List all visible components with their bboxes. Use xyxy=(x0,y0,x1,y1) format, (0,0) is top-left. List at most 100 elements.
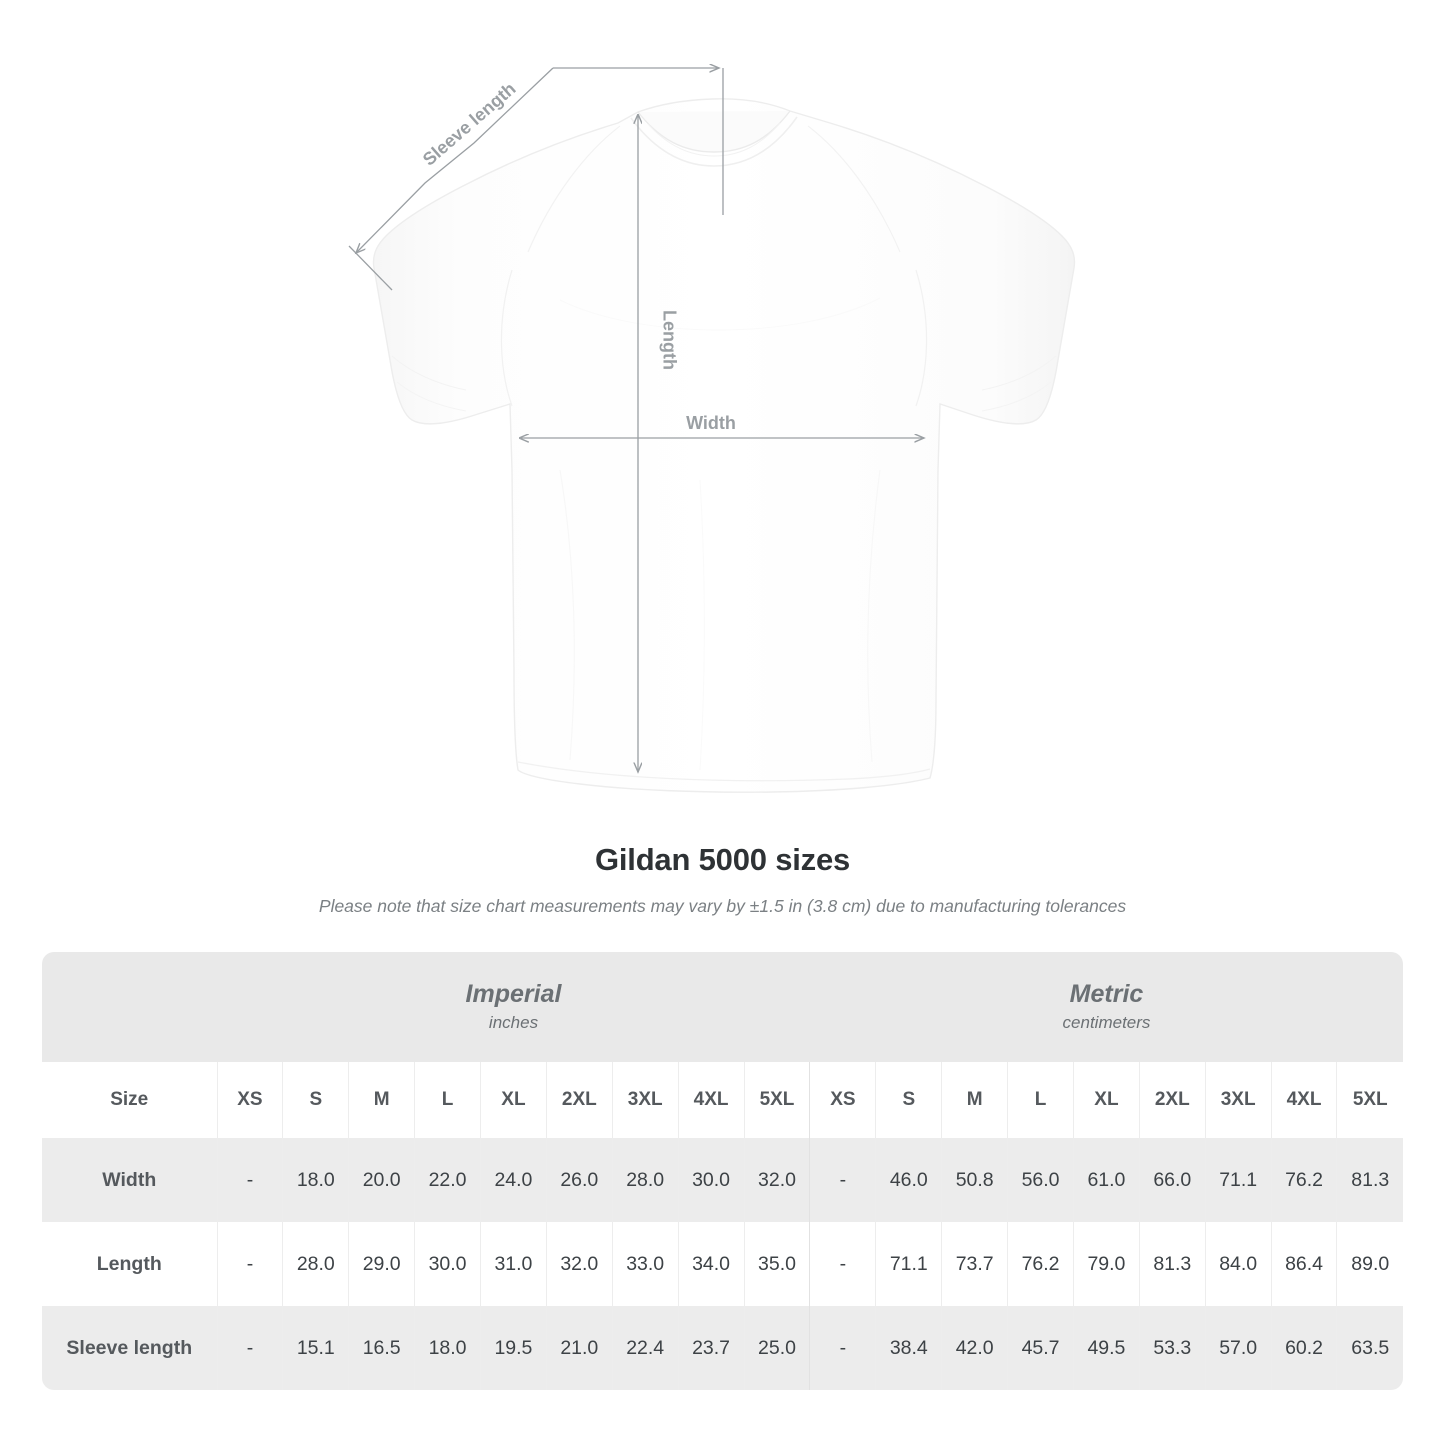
width-dimension: Width xyxy=(521,413,924,438)
cell-sleeve-length-imperial-4xl: 23.7 xyxy=(677,1306,744,1390)
cell-length-imperial-2xl: 32.0 xyxy=(545,1222,613,1306)
cell-width-metric-xl: 61.0 xyxy=(1072,1138,1140,1222)
cell-width-imperial-m: 20.0 xyxy=(348,1138,415,1222)
length-label: Length xyxy=(659,310,679,370)
unit-name: Imperial xyxy=(465,980,562,1008)
size-header-metric-l: L xyxy=(1007,1062,1074,1138)
cell-sleeve-length-imperial-m: 16.5 xyxy=(348,1306,415,1390)
cell-sleeve-length-metric-l: 45.7 xyxy=(1007,1306,1074,1390)
tshirt-diagram: Sleeve length Length Width xyxy=(348,0,1076,793)
unit-header-spacer xyxy=(42,952,217,1062)
cell-sleeve-length-metric-xl: 49.5 xyxy=(1072,1306,1140,1390)
cell-width-metric-2xl: 66.0 xyxy=(1138,1138,1206,1222)
cell-width-imperial-3xl: 28.0 xyxy=(611,1138,679,1222)
size-header-metric-xs: XS xyxy=(809,1062,876,1138)
size-header-imperial-l: L xyxy=(414,1062,481,1138)
cell-sleeve-length-metric-xs: - xyxy=(809,1306,876,1390)
cell-length-imperial-5xl: 35.0 xyxy=(743,1222,810,1306)
cell-sleeve-length-imperial-3xl: 22.4 xyxy=(611,1306,679,1390)
cell-width-metric-4xl: 76.2 xyxy=(1270,1138,1337,1222)
row-label-length: Length xyxy=(42,1222,217,1306)
cell-length-imperial-m: 29.0 xyxy=(348,1222,415,1306)
cell-length-imperial-xl: 31.0 xyxy=(480,1222,547,1306)
cell-length-imperial-3xl: 33.0 xyxy=(611,1222,679,1306)
unit-header-imperial: Imperial inches xyxy=(217,952,810,1062)
size-header-metric-xl: XL xyxy=(1072,1062,1140,1138)
size-header-imperial-5xl: 5XL xyxy=(743,1062,810,1138)
cell-length-metric-xs: - xyxy=(809,1222,876,1306)
chart-title-block: Gildan 5000 sizes Please note that size … xyxy=(0,840,1445,918)
cell-sleeve-length-imperial-2xl: 21.0 xyxy=(545,1306,613,1390)
cell-width-imperial-xs: - xyxy=(216,1138,283,1222)
cell-width-imperial-2xl: 26.0 xyxy=(545,1138,613,1222)
tshirt-shape xyxy=(372,98,1076,793)
unit-header-metric: Metric centimeters xyxy=(809,952,1403,1062)
cell-length-imperial-4xl: 34.0 xyxy=(677,1222,744,1306)
size-header-metric-3xl: 3XL xyxy=(1204,1062,1272,1138)
table-row: Length -28.0 29.0 30.0 31.0 32.0 33.0 34.0 35.0-… xyxy=(42,1222,1403,1306)
cell-width-imperial-xl: 24.0 xyxy=(480,1138,547,1222)
size-header-imperial-4xl: 4XL xyxy=(677,1062,744,1138)
cell-length-metric-xl: 79.0 xyxy=(1072,1222,1140,1306)
size-chart-table-wrapper: Imperial inches Metric centimeters Size XS S M L… xyxy=(42,952,1403,1390)
cell-width-imperial-l: 22.0 xyxy=(414,1138,481,1222)
cell-sleeve-length-imperial-5xl: 25.0 xyxy=(743,1306,810,1390)
cell-sleeve-length-metric-3xl: 57.0 xyxy=(1204,1306,1272,1390)
size-header-imperial-xs: XS xyxy=(216,1062,283,1138)
row-label-sleeve-length: Sleeve length xyxy=(42,1306,217,1390)
cell-width-metric-3xl: 71.1 xyxy=(1204,1138,1272,1222)
size-chart-table: Imperial inches Metric centimeters Size XS S M L… xyxy=(42,952,1403,1390)
table-row: Width -18.0 20.0 22.0 24.0 26.0 28.0 30.0 32.0-4… xyxy=(42,1138,1403,1222)
size-header-metric-4xl: 4XL xyxy=(1270,1062,1337,1138)
cell-length-imperial-s: 28.0 xyxy=(282,1222,349,1306)
cell-sleeve-length-imperial-s: 15.1 xyxy=(282,1306,349,1390)
unit-subtitle: inches xyxy=(488,1013,539,1032)
size-header-metric-m: M xyxy=(941,1062,1008,1138)
size-header-imperial-xl: XL xyxy=(480,1062,547,1138)
cell-length-metric-l: 76.2 xyxy=(1007,1222,1074,1306)
cell-width-metric-xs: - xyxy=(809,1138,876,1222)
size-header-imperial-3xl: 3XL xyxy=(611,1062,679,1138)
cell-sleeve-length-metric-s: 38.4 xyxy=(875,1306,942,1390)
size-header-metric-2xl: 2XL xyxy=(1138,1062,1206,1138)
cell-length-imperial-xs: - xyxy=(216,1222,283,1306)
cell-width-imperial-s: 18.0 xyxy=(282,1138,349,1222)
cell-sleeve-length-imperial-xs: - xyxy=(216,1306,283,1390)
sleeve-length-label: Sleeve length xyxy=(419,78,520,169)
cell-sleeve-length-metric-m: 42.0 xyxy=(941,1306,1008,1390)
size-header-imperial-s: S xyxy=(282,1062,349,1138)
table-row: Sleeve length -15.1 16.5 18.0 19.5 21.0 22.4 23… xyxy=(42,1306,1403,1390)
length-dimension: Length xyxy=(638,116,679,772)
size-header-metric-5xl: 5XL xyxy=(1336,1062,1403,1138)
cell-length-metric-3xl: 84.0 xyxy=(1204,1222,1272,1306)
page-title: Gildan 5000 sizes xyxy=(594,842,851,877)
cell-length-metric-4xl: 86.4 xyxy=(1270,1222,1337,1306)
cell-length-metric-s: 71.1 xyxy=(875,1222,942,1306)
cell-sleeve-length-metric-4xl: 60.2 xyxy=(1270,1306,1337,1390)
tshirt-illustration: Sleeve length Length Width xyxy=(348,0,1076,793)
table-size-header-row: Size XS S M L XL 2XL 3XL 4XL 5XL XS S M L XL 2XL 3XL 4XL 5… xyxy=(42,1062,1403,1138)
cell-length-metric-2xl: 81.3 xyxy=(1138,1222,1206,1306)
size-header-imperial-2xl: 2XL xyxy=(545,1062,613,1138)
cell-length-metric-m: 73.7 xyxy=(941,1222,1008,1306)
unit-name: Metric xyxy=(1069,980,1144,1008)
cell-width-metric-5xl: 81.3 xyxy=(1336,1138,1403,1222)
cell-length-metric-5xl: 89.0 xyxy=(1336,1222,1403,1306)
size-header-imperial-m: M xyxy=(348,1062,415,1138)
unit-subtitle: centimeters xyxy=(1062,1013,1151,1032)
tolerance-note: Please note that size chart measurements… xyxy=(318,896,1127,916)
cell-sleeve-length-metric-5xl: 63.5 xyxy=(1336,1306,1403,1390)
cell-sleeve-length-imperial-xl: 19.5 xyxy=(480,1306,547,1390)
cell-width-metric-l: 56.0 xyxy=(1007,1138,1074,1222)
cell-width-metric-s: 46.0 xyxy=(875,1138,942,1222)
cell-sleeve-length-metric-2xl: 53.3 xyxy=(1138,1306,1206,1390)
cell-width-metric-m: 50.8 xyxy=(941,1138,1008,1222)
table-unit-header-row: Imperial inches Metric centimeters xyxy=(42,952,1403,1062)
cell-length-imperial-l: 30.0 xyxy=(414,1222,481,1306)
width-label: Width xyxy=(686,413,736,433)
size-header-metric-s: S xyxy=(875,1062,942,1138)
cell-sleeve-length-imperial-l: 18.0 xyxy=(414,1306,481,1390)
row-label-width: Width xyxy=(42,1138,217,1222)
cell-width-imperial-4xl: 30.0 xyxy=(677,1138,744,1222)
cell-width-imperial-5xl: 32.0 xyxy=(743,1138,810,1222)
